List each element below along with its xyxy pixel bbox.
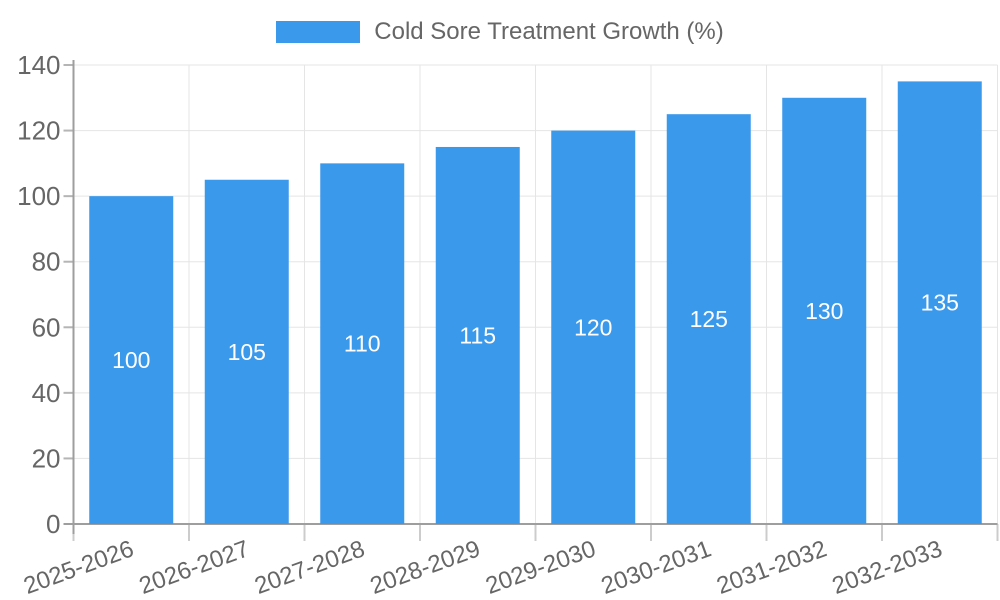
bar-value-label: 105 — [228, 339, 266, 365]
bar — [435, 146, 520, 524]
bar — [782, 97, 867, 525]
bar — [89, 196, 174, 524]
legend-label[interactable]: Cold Sore Treatment Growth (%) — [374, 18, 724, 45]
x-tick-label: 2026-2027 — [136, 535, 253, 600]
x-tick-label: 2031-2032 — [713, 535, 830, 600]
y-tick-label: 120 — [17, 116, 60, 146]
x-tick-label: 2027-2028 — [251, 535, 368, 600]
bar-value-label: 125 — [690, 306, 728, 332]
legend-item[interactable]: Cold Sore Treatment Growth (%) — [0, 18, 1000, 46]
y-tick-label: 20 — [32, 443, 61, 473]
bar — [666, 114, 751, 524]
x-tick-label: 2028-2029 — [367, 535, 484, 600]
y-tick-label: 0 — [46, 509, 60, 539]
x-tick-label: 2029-2030 — [482, 535, 599, 600]
bar — [551, 130, 636, 525]
y-tick-label: 140 — [17, 50, 60, 80]
bar — [897, 81, 982, 525]
y-tick-label: 40 — [32, 378, 61, 408]
y-tick-label: 60 — [32, 312, 61, 342]
bar-value-label: 130 — [805, 298, 843, 324]
bar — [204, 179, 289, 524]
y-tick-label: 100 — [17, 181, 60, 211]
bar-value-label: 120 — [574, 314, 612, 340]
bar-value-label: 110 — [344, 331, 381, 357]
bar-value-label: 115 — [459, 322, 496, 348]
y-tick-label: 80 — [32, 247, 61, 277]
x-tick-label: 2032-2033 — [829, 535, 946, 600]
legend-swatch[interactable] — [276, 21, 361, 43]
bar-value-label: 100 — [112, 347, 150, 373]
x-tick-label: 2030-2031 — [598, 535, 715, 600]
x-tick-label: 2025-2026 — [20, 535, 137, 600]
bar-value-label: 135 — [921, 290, 959, 316]
bar — [320, 163, 405, 524]
